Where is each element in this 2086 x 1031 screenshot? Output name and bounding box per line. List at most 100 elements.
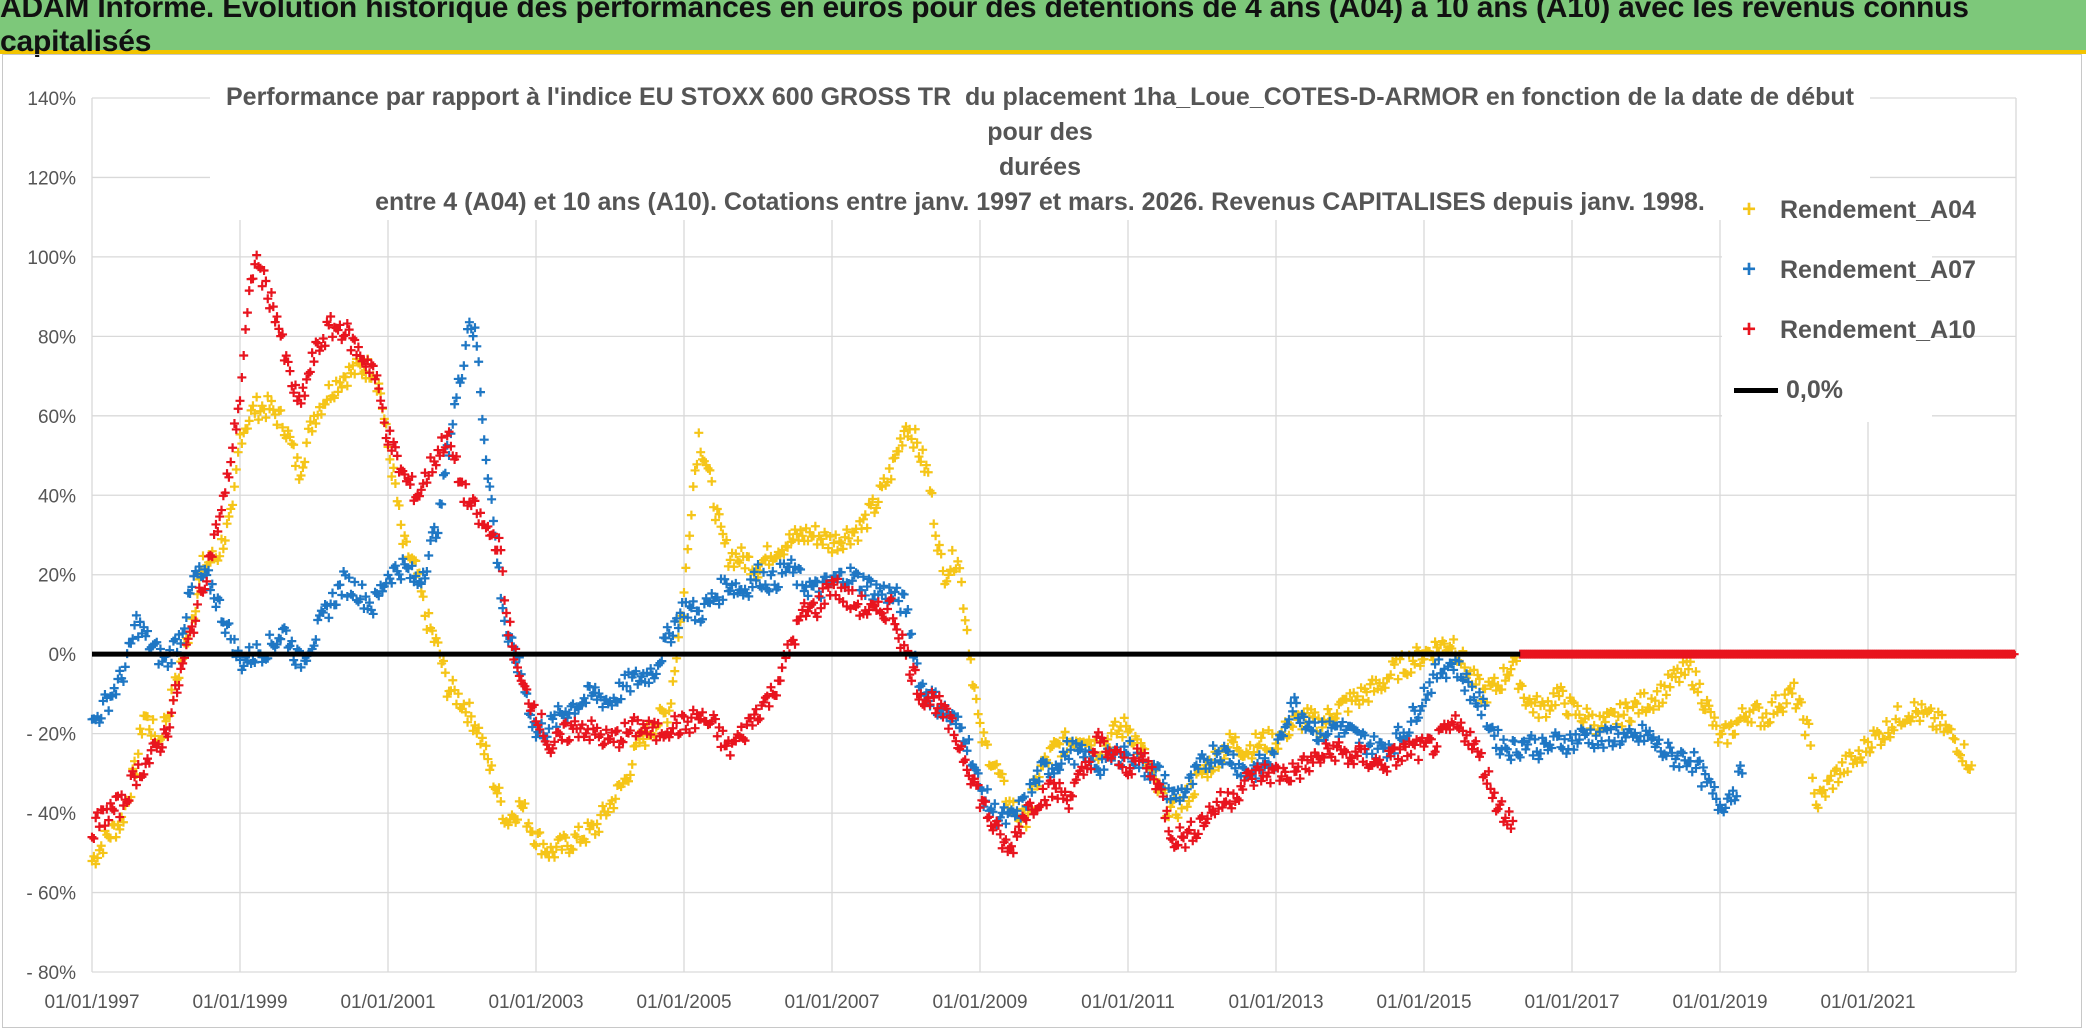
point-rendement-a07 <box>1737 768 1747 778</box>
point-rendement-a10 <box>205 550 215 560</box>
point-rendement-a10 <box>747 720 757 730</box>
point-rendement-a10 <box>1413 755 1423 765</box>
point-rendement-a07 <box>215 595 225 605</box>
point-rendement-a07 <box>1284 714 1294 724</box>
point-rendement-a10 <box>207 552 217 562</box>
point-rendement-a04 <box>551 842 561 852</box>
point-rendement-a04 <box>213 555 223 565</box>
point-rendement-a04 <box>685 531 695 541</box>
point-rendement-a07 <box>581 698 591 708</box>
point-rendement-a10 <box>1162 806 1172 816</box>
point-rendement-a07 <box>1654 735 1664 745</box>
point-rendement-a10 <box>1389 742 1399 752</box>
point-rendement-a07 <box>313 615 323 625</box>
point-rendement-a10 <box>320 341 330 351</box>
point-rendement-a07 <box>1125 736 1135 746</box>
point-rendement-a04 <box>836 538 846 548</box>
point-rendement-a07 <box>451 393 461 403</box>
point-rendement-a10 <box>416 485 426 495</box>
point-rendement-a07 <box>1661 751 1671 761</box>
y-tick-label: - 80% <box>26 963 76 984</box>
point-rendement-a04 <box>1125 725 1135 735</box>
point-rendement-a10 <box>788 635 798 645</box>
point-rendement-a07 <box>962 746 972 756</box>
point-rendement-a07 <box>1415 706 1425 716</box>
point-rendement-a10 <box>957 741 966 751</box>
point-rendement-a10 <box>1467 744 1477 754</box>
point-rendement-a07 <box>115 666 125 676</box>
legend-item-a10: + Rendement_A10 <box>1738 310 1976 350</box>
point-rendement-a07 <box>1660 749 1669 759</box>
point-rendement-a07 <box>235 655 245 665</box>
point-rendement-a10 <box>1193 829 1203 839</box>
report-banner: ADAM Informe. Evolution historique des p… <box>0 0 2086 58</box>
point-rendement-a04 <box>1541 712 1551 722</box>
point-rendement-a07 <box>377 586 387 596</box>
point-rendement-a04 <box>311 419 321 429</box>
point-rendement-a07 <box>1689 747 1699 757</box>
point-rendement-a10 <box>326 312 336 322</box>
point-rendement-a10 <box>503 630 513 640</box>
point-rendement-a07 <box>309 641 319 651</box>
point-rendement-a07 <box>178 629 188 639</box>
point-rendement-a07 <box>220 628 230 638</box>
point-rendement-a10 <box>542 740 552 750</box>
point-rendement-a10 <box>994 820 1003 830</box>
point-rendement-a04 <box>1865 747 1875 757</box>
point-rendement-a07 <box>999 802 1009 812</box>
point-rendement-a07 <box>688 596 698 606</box>
point-rendement-a04 <box>960 615 970 625</box>
point-rendement-a10 <box>1352 751 1362 761</box>
point-rendement-a10 <box>897 630 907 640</box>
point-rendement-a10 <box>1204 802 1214 812</box>
point-rendement-a07 <box>755 581 765 591</box>
point-rendement-a10 <box>1288 759 1298 769</box>
point-rendement-a04 <box>1695 679 1705 689</box>
point-rendement-a07 <box>385 574 395 584</box>
point-rendement-a10 <box>139 769 149 779</box>
point-rendement-a10 <box>533 720 543 730</box>
point-rendement-a04 <box>975 718 985 728</box>
point-rendement-a10 <box>1210 809 1220 819</box>
point-rendement-a10 <box>1317 751 1327 761</box>
point-rendement-a10 <box>633 715 643 725</box>
point-rendement-a10 <box>385 426 395 436</box>
point-rendement-a07 <box>1560 734 1570 744</box>
point-rendement-a07 <box>1706 777 1716 787</box>
point-rendement-a04 <box>1658 698 1668 708</box>
point-rendement-a07 <box>764 586 774 596</box>
point-rendement-a10 <box>324 320 334 330</box>
point-rendement-a10 <box>1341 747 1351 757</box>
point-rendement-a10 <box>1005 843 1015 853</box>
point-rendement-a07 <box>424 551 434 561</box>
point-rendement-a04 <box>461 707 471 717</box>
point-rendement-a04 <box>148 715 158 725</box>
point-rendement-a10 <box>1293 762 1303 772</box>
point-rendement-a10 <box>348 333 358 343</box>
point-rendement-a10 <box>892 624 902 634</box>
point-rendement-a07 <box>953 712 963 722</box>
y-tick-label: 80% <box>38 327 76 348</box>
point-rendement-a07 <box>350 577 360 587</box>
point-rendement-a04 <box>744 552 754 562</box>
point-rendement-a04 <box>191 606 201 616</box>
point-rendement-a04 <box>929 519 939 529</box>
y-tick-label: - 40% <box>26 804 76 825</box>
point-rendement-a10 <box>981 797 991 807</box>
point-rendement-a04 <box>1323 704 1333 714</box>
point-rendement-a10 <box>237 372 247 382</box>
point-rendement-a10 <box>1432 741 1442 751</box>
point-rendement-a10 <box>220 488 230 498</box>
point-rendement-a04 <box>1671 672 1681 682</box>
point-rendement-a07 <box>649 673 659 683</box>
point-rendement-a07 <box>562 713 572 723</box>
point-rendement-a07 <box>1476 710 1486 720</box>
point-rendement-a04 <box>431 633 441 643</box>
point-rendement-a04 <box>550 852 559 862</box>
point-rendement-a10 <box>1386 751 1396 761</box>
point-rendement-a10 <box>143 754 152 764</box>
point-rendement-a10 <box>712 731 722 741</box>
y-axis-ticks: 140% 120% 100% 80% 60% 40% 20% 0% - 20% - 40% - 60… <box>26 89 76 984</box>
point-rendement-a10 <box>612 726 622 736</box>
point-rendement-a04 <box>1800 730 1810 740</box>
